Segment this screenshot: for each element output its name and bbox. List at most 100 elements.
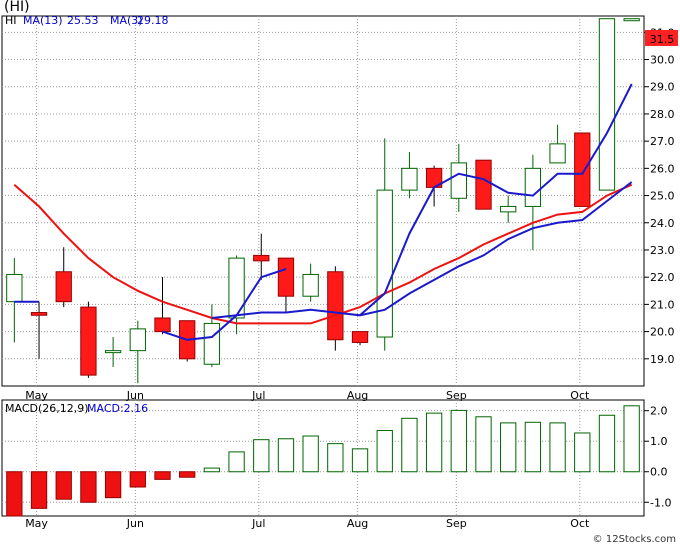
price-x-tick-label: Jun [126, 389, 144, 402]
macd-bar-negative [154, 471, 171, 480]
price-y-tick-label: 20.0 [650, 326, 675, 339]
price-x-tick-label: Aug [347, 389, 368, 402]
macd-bar-positive [425, 412, 443, 473]
candle-body-up [6, 273, 23, 303]
macd-bar-positive [351, 448, 369, 473]
macd-x-tick-label: Oct [570, 517, 590, 530]
macd-bar-negative [104, 471, 122, 499]
legend-ma13-label: MA(13) [23, 14, 63, 27]
price-y-tick-label: 26.0 [650, 162, 675, 175]
candle-body-up [104, 350, 122, 354]
macd-title: MACD(26,12,9) [5, 402, 89, 415]
macd-bar-positive [623, 405, 640, 473]
price-y-axis: 19.0 20.0 21.0 22.0 23.0 24.0 25.0 26.0 27.0 28.0… [644, 26, 675, 366]
candle-body-up [203, 322, 221, 365]
legend-symbol: HI [5, 14, 17, 27]
macd-y-tick-label: 2.0 [650, 405, 668, 418]
macd-plot-frame [1, 399, 645, 517]
macd-x-tick-label: Sep [446, 517, 467, 530]
candle-body-up [228, 257, 245, 319]
candle-body-up [129, 328, 146, 352]
macd-bar-positive [450, 409, 467, 473]
macd-x-tick-label: May [25, 517, 48, 530]
macd-x-axis: May Jun Jul Aug Sep Oct [25, 517, 590, 530]
price-y-tick-label: 25.0 [650, 190, 675, 203]
macd-bar-negative [129, 471, 146, 488]
macd-bar-negative [30, 471, 48, 509]
macd-x-tick-label: Aug [347, 517, 368, 530]
price-y-tick-label: 19.0 [650, 353, 675, 366]
macd-bar-negative [6, 471, 23, 517]
price-x-tick-label: Jul [251, 389, 265, 402]
price-x-tick-label: May [25, 389, 48, 402]
price-plot-frame [1, 15, 645, 387]
macd-legend: MACD(26,12,9) MACD:2.16 [5, 402, 148, 415]
candle-body-down [277, 257, 295, 297]
macd-bar-positive [277, 438, 295, 473]
macd-bar-positive [228, 451, 245, 473]
price-legend: HI MA(13) 25.53 MA(3) 29.18 [5, 14, 169, 27]
price-y-tick-label: 28.0 [650, 108, 675, 121]
macd-bar-positive [598, 414, 616, 473]
price-x-tick-label: Oct [570, 389, 590, 402]
macd-y-tick-label: 0.0 [650, 466, 668, 479]
price-panel: 19.0 20.0 21.0 22.0 23.0 24.0 25.0 26.0 27.0 28.0… [1, 0, 678, 387]
candle-body-up [598, 18, 616, 191]
candle-body-down [327, 271, 344, 341]
macd-bar-positive [376, 430, 393, 473]
moving-average-lines [13, 83, 633, 341]
candle-body-down [80, 306, 97, 376]
candle-body-down [574, 132, 591, 207]
candle-body-down [253, 254, 270, 262]
ma-fast-blue-line [359, 83, 633, 317]
candle-body-up [401, 167, 418, 191]
macd-bar-negative [80, 471, 97, 503]
watermark: © 12Stocks.com [593, 534, 676, 545]
macd-y-axis: -1.0 0.0 1.0 2.0 [644, 405, 671, 509]
price-x-tick-label: Sep [446, 389, 467, 402]
price-y-tick-label: 21.0 [650, 298, 675, 311]
price-y-tick-label: 22.0 [650, 271, 675, 284]
macd-bar-positive [203, 467, 221, 473]
ma13-red-line [13, 183, 633, 325]
chart-title: (HI) [4, 0, 30, 15]
macd-bar-positive [327, 443, 344, 473]
macd-bar-positive [574, 432, 591, 473]
candle-body-up [623, 18, 640, 22]
candle-body-up [500, 205, 517, 213]
legend-ma3-value: 29.18 [137, 14, 169, 27]
macd-bar-positive [524, 421, 542, 473]
ma-fast-blue-line [162, 268, 287, 341]
macd-bar-negative [179, 471, 196, 478]
candle-body-down [154, 317, 171, 333]
legend-ma13-value: 25.53 [67, 14, 99, 27]
macd-bar-positive [302, 435, 319, 473]
macd-bar-negative [55, 471, 72, 500]
macd-value-label: MACD:2.16 [87, 402, 148, 415]
macd-bar-positive [253, 439, 270, 473]
candle-body-down [351, 331, 369, 343]
last-price-tag: 31.5 [645, 30, 678, 46]
candle-body-up [524, 167, 542, 207]
macd-panel: -1.0 0.0 1.0 2.0 MACD(26,12,9) MACD:2.16 [1, 399, 671, 517]
price-x-axis: May Jun Jul Aug Sep Oct [25, 389, 590, 402]
macd-bar-positive [401, 417, 418, 473]
price-y-tick-label: 29.0 [650, 81, 675, 94]
macd-x-tick-label: Jun [126, 517, 144, 530]
macd-y-tick-label: 1.0 [650, 435, 668, 448]
macd-bar-positive [500, 422, 517, 473]
legend-ma3-label: MA(3) [110, 14, 143, 27]
price-y-tick-label: 30.0 [650, 54, 675, 67]
price-y-tick-label: 23.0 [650, 244, 675, 257]
candle-body-up [450, 162, 467, 199]
macd-y-tick-label: -1.0 [650, 496, 671, 509]
candle-body-up [549, 143, 566, 164]
price-y-tick-label: 24.0 [650, 217, 675, 230]
macd-x-tick-label: Jul [251, 517, 265, 530]
ma-slow-blue-line [211, 181, 633, 319]
last-price-badge [645, 30, 678, 46]
macd-histogram [6, 405, 640, 517]
price-gridlines [2, 16, 644, 386]
macd-bar-positive [475, 416, 492, 473]
